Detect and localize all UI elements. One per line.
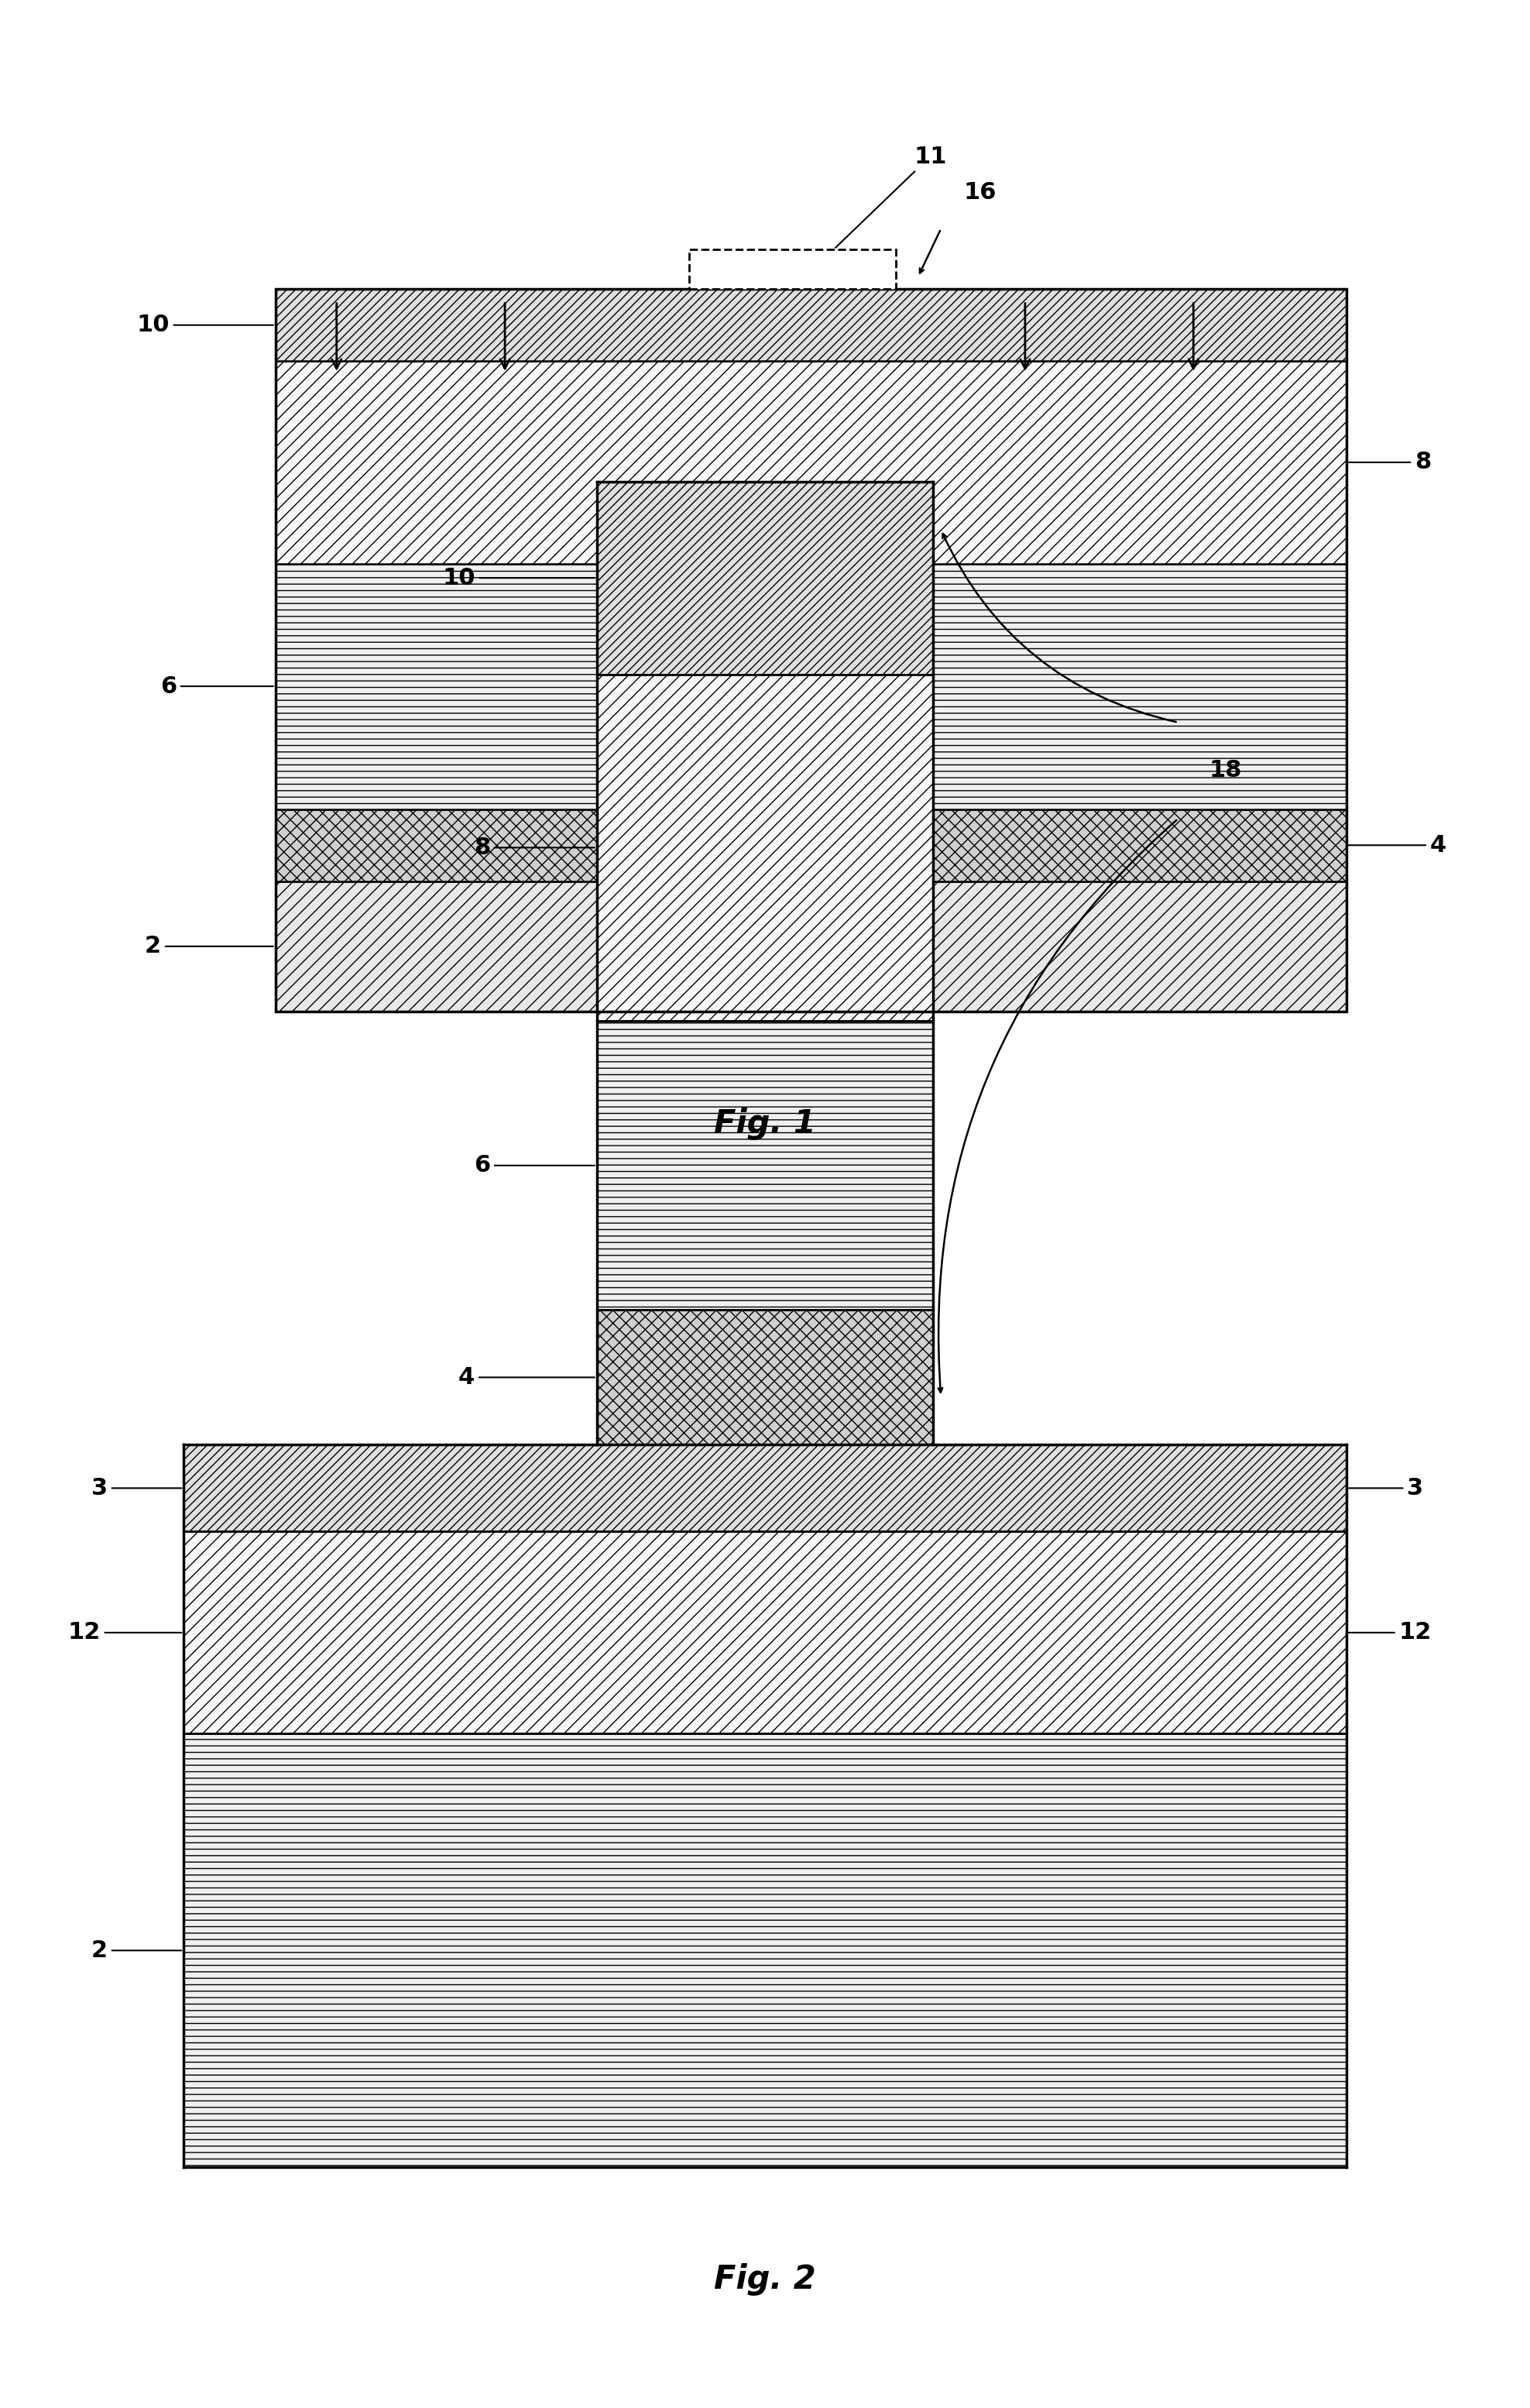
Bar [275, 361, 1346, 563]
Bar [275, 809, 1346, 881]
Text: Fig. 1: Fig. 1 [715, 1108, 815, 1141]
Bar [597, 1310, 933, 1445]
Bar [275, 563, 1346, 809]
Text: Fig. 2: Fig. 2 [715, 2264, 815, 2297]
Bar [597, 674, 933, 1021]
Text: 3: 3 [92, 1476, 182, 1500]
Text: 8: 8 [1348, 450, 1431, 474]
Text: 2: 2 [145, 934, 274, 958]
Text: 18: 18 [1209, 759, 1242, 783]
Text: 10: 10 [136, 313, 274, 337]
Bar [688, 250, 895, 289]
Bar [275, 881, 1346, 1011]
Bar [184, 1531, 1346, 1734]
Text: 6: 6 [474, 1153, 595, 1178]
Bar [597, 1021, 933, 1310]
Text: 4: 4 [1348, 833, 1446, 857]
Text: 6: 6 [161, 674, 274, 698]
Bar [184, 1734, 1346, 2167]
Bar [597, 482, 933, 674]
Text: 16: 16 [964, 181, 998, 205]
Text: 12: 12 [1348, 1621, 1432, 1645]
Bar [275, 289, 1346, 361]
Text: 12: 12 [67, 1621, 182, 1645]
Bar [275, 289, 1346, 1011]
Text: 4: 4 [459, 1365, 595, 1389]
Text: 8: 8 [474, 836, 595, 860]
Bar [184, 1445, 1346, 1531]
Text: 2: 2 [92, 1938, 182, 1963]
Text: 11: 11 [835, 144, 947, 248]
Text: 10: 10 [442, 566, 595, 590]
Text: 3: 3 [1348, 1476, 1423, 1500]
